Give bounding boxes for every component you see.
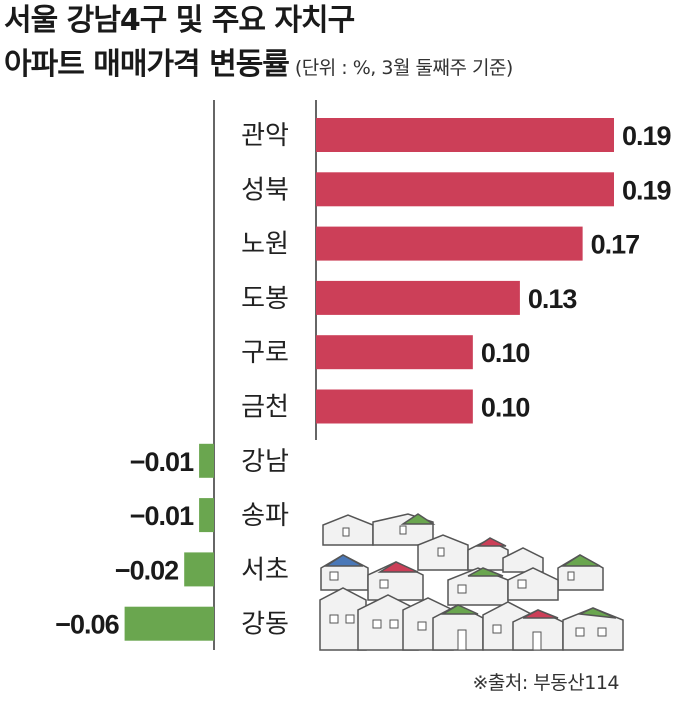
bar-positive [316,118,614,152]
category-label: 노원 [241,229,289,259]
bar-negative [124,606,214,641]
value-label: 0.13 [528,284,578,314]
chart-subtitle: (단위 : %, 3월 둘째주 기준) [294,57,513,79]
bar-positive [316,172,614,207]
chart-title-line1: 서울 강남4구 및 주요 자치구 [4,3,355,38]
value-label: −0.01 [130,447,194,477]
houses-illustration [319,513,624,651]
category-label: 송파 [241,500,289,530]
bar-positive [316,335,473,370]
bar-positive [316,389,473,424]
category-label: 강남 [241,446,289,476]
value-label: −0.02 [115,555,178,585]
bar-negative [199,498,214,533]
value-label: 0.17 [591,230,640,260]
chart-title-main: 아파트 매매가격 변동률 [4,47,290,82]
value-label: 0.19 [622,121,672,151]
category-label: 관악 [241,120,289,150]
category-label: 서초 [241,554,289,584]
bar-positive [316,280,520,315]
category-label: 도봉 [241,283,289,313]
value-label: −0.06 [55,610,119,640]
category-label: 구로 [241,337,289,367]
bar-negative [184,552,214,587]
value-label: −0.01 [130,501,194,531]
value-label: 0.19 [622,175,672,205]
value-label: 0.10 [481,393,530,423]
category-label: 성북 [241,174,289,204]
bar-negative [199,443,214,478]
category-label: 금천 [241,392,289,422]
category-label: 강동 [241,609,289,639]
bar-positive [316,226,583,261]
chart-title-line2: 아파트 매매가격 변동률 (단위 : %, 3월 둘째주 기준) [4,50,513,80]
source-note: ※출처: 부동산114 [472,672,619,694]
value-label: 0.10 [481,338,530,368]
